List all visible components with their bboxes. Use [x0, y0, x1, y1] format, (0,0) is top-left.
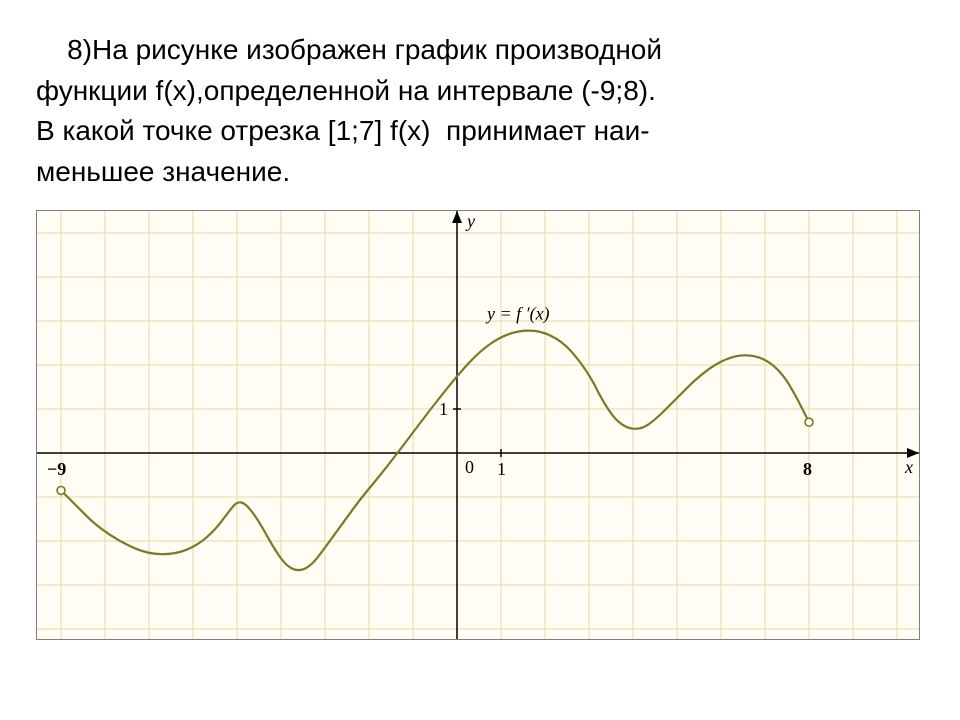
derivative-chart: y x 0 1 1 −9 8 y = f ′(x) [36, 210, 920, 640]
svg-text:y = f ′(x): y = f ′(x) [485, 304, 550, 325]
svg-text:−9: −9 [47, 459, 66, 479]
problem-line-4: меньшее значение. [36, 152, 924, 193]
svg-text:x: x [904, 457, 913, 477]
problem-line-1: 8)На рисунке изображен график производно… [36, 30, 924, 71]
svg-text:y: y [465, 211, 475, 231]
svg-text:8: 8 [803, 459, 812, 479]
problem-line-2: функции f(x),определенной на интервале (… [36, 71, 924, 112]
svg-text:1: 1 [497, 459, 506, 479]
problem-text: 8)На рисунке изображен график производно… [36, 30, 924, 192]
problem-line-3: В какой точке отрезка [1;7] f(x) принима… [36, 111, 924, 152]
svg-text:0: 0 [465, 457, 474, 477]
svg-text:1: 1 [439, 399, 448, 419]
chart-svg: y x 0 1 1 −9 8 y = f ′(x) [37, 211, 919, 639]
